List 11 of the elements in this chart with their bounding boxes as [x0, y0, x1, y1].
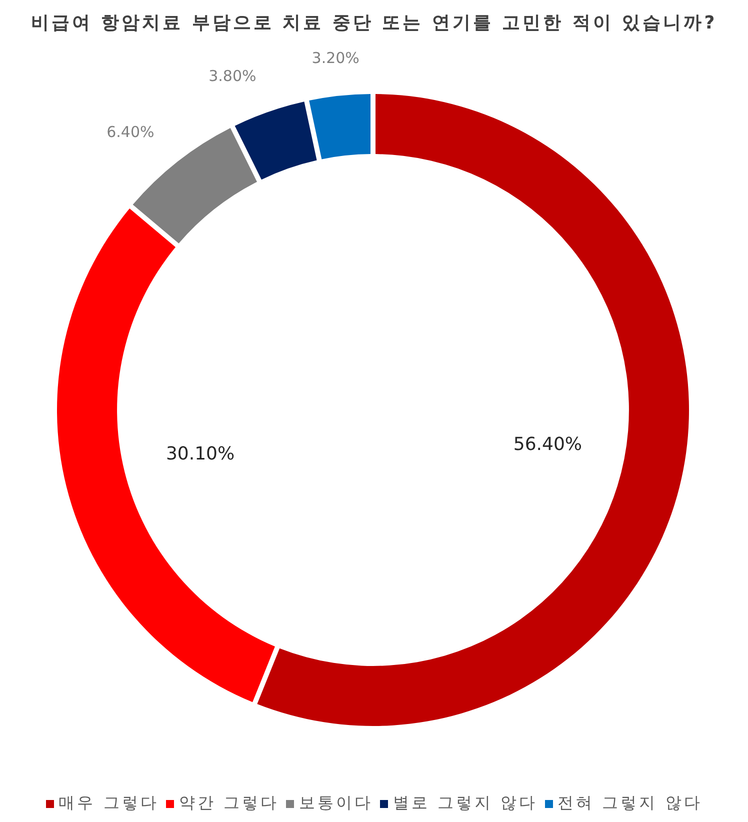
legend-label: 전혀 그렇지 않다 [558, 793, 702, 814]
data-label: 3.20% [312, 49, 360, 68]
data-label: 30.10% [166, 443, 235, 464]
legend-label: 별로 그렇지 않다 [392, 793, 538, 814]
chart-title: 비급여 항암치료 부담으로 치료 중단 또는 연기를 고민한 적이 있습니까? [30, 12, 718, 34]
legend-label: 매우 그렇다 [58, 793, 159, 814]
data-label: 6.40% [106, 122, 154, 141]
legend-label: 보통이다 [298, 793, 373, 814]
data-label: 3.80% [208, 67, 256, 86]
legend-label: 약간 그렇다 [178, 793, 279, 814]
data-label: 56.40% [513, 434, 582, 456]
